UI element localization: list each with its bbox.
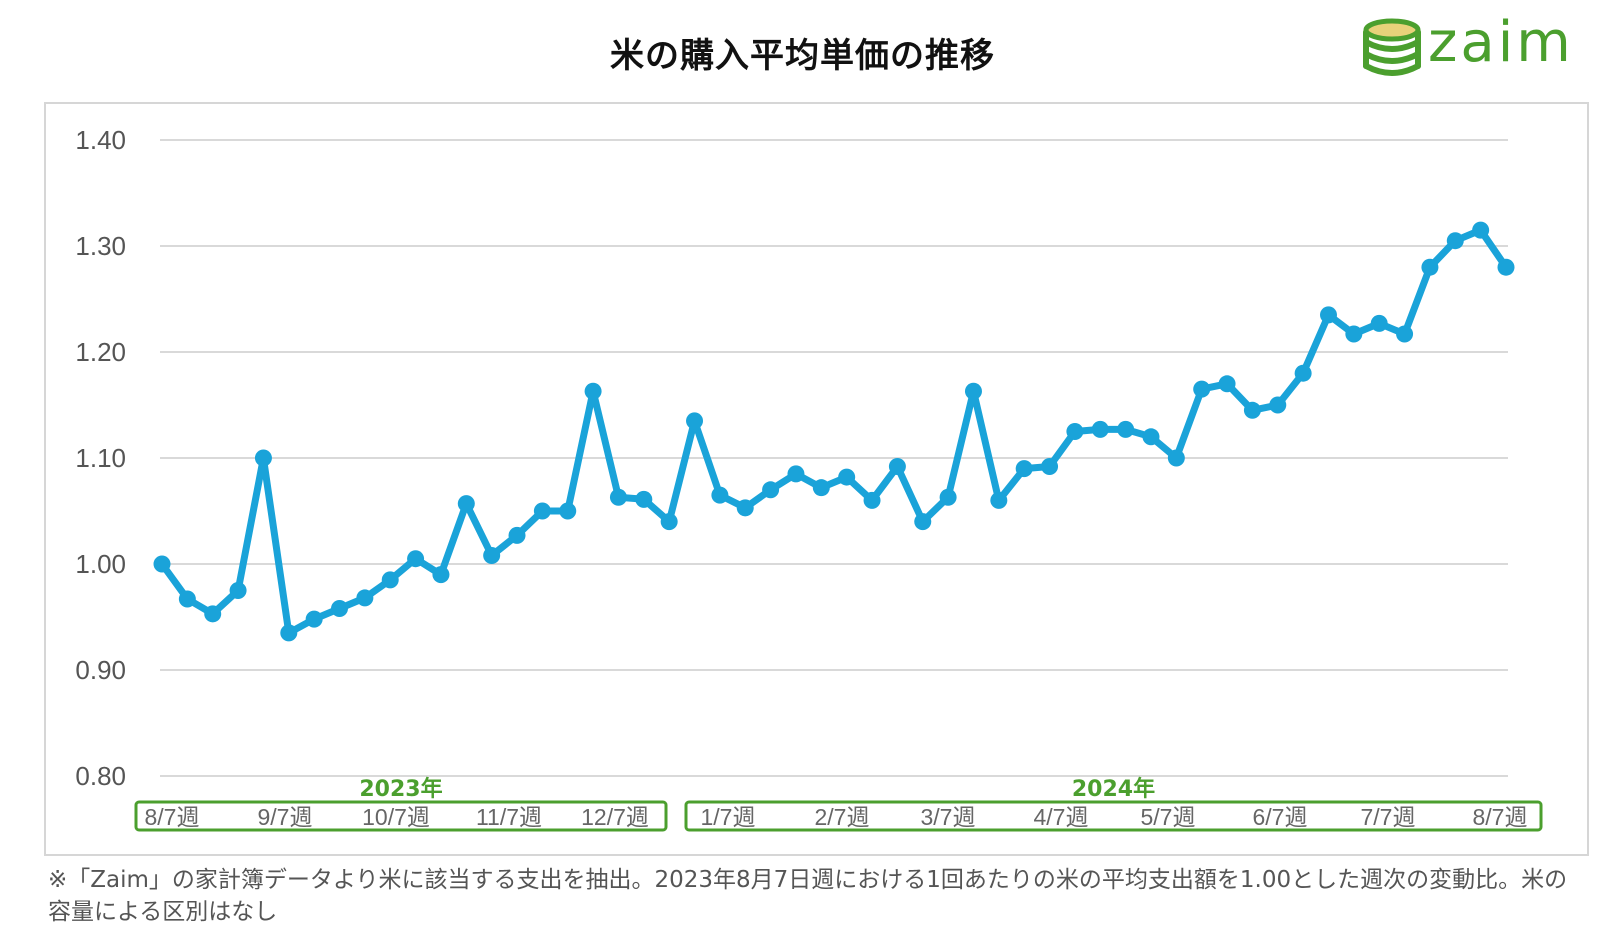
data-point — [356, 589, 374, 607]
data-point — [1041, 457, 1059, 475]
data-point — [939, 488, 957, 506]
data-point — [1015, 460, 1033, 478]
x-tick-label: 9/7週 — [258, 804, 313, 830]
data-point — [229, 582, 247, 599]
data-point — [990, 491, 1008, 509]
year-label: 2023年 — [359, 776, 442, 802]
data-point — [559, 502, 577, 520]
data-point — [305, 610, 323, 628]
data-point — [1446, 232, 1464, 250]
data-point — [660, 513, 678, 531]
data-point — [178, 590, 196, 608]
x-tick-label: 3/7週 — [921, 804, 976, 830]
data-point — [635, 490, 653, 508]
data-point — [153, 555, 171, 573]
chart-title: 米の購入平均単価の推移 — [610, 36, 995, 76]
data-point — [686, 412, 704, 430]
data-point — [964, 382, 982, 400]
data-point — [762, 481, 780, 499]
y-tick-label: 1.40 — [75, 125, 126, 155]
data-point — [1218, 375, 1236, 393]
data-point — [204, 605, 222, 623]
data-point — [584, 382, 602, 400]
data-point — [1243, 401, 1261, 419]
y-tick-label: 0.80 — [75, 761, 126, 791]
y-tick-label: 1.10 — [75, 443, 126, 473]
x-group-box — [134, 800, 668, 832]
data-point — [1117, 420, 1135, 438]
data-point — [254, 449, 272, 467]
data-point — [533, 502, 551, 520]
data-point — [1421, 258, 1439, 276]
coin-stack-icon — [1363, 18, 1421, 76]
data-point — [812, 479, 830, 497]
data-point — [838, 468, 856, 486]
data-point — [280, 624, 298, 642]
x-group-box — [684, 800, 1543, 832]
y-tick-label: 1.30 — [75, 231, 126, 261]
x-tick-label: 12/7週 — [581, 804, 649, 830]
data-point — [1066, 423, 1084, 440]
x-tick-label: 2/7週 — [815, 804, 870, 830]
x-tick-label: 1/7週 — [701, 804, 756, 830]
data-point — [1472, 221, 1490, 239]
y-tick-label: 1.00 — [75, 549, 126, 579]
data-point — [736, 499, 754, 517]
y-tick-label: 0.90 — [75, 655, 126, 685]
y-tick-label: 1.20 — [75, 337, 126, 367]
data-point — [381, 571, 399, 589]
data-point — [863, 491, 881, 509]
x-tick-label: 7/7週 — [1361, 804, 1416, 830]
data-point — [457, 495, 475, 513]
data-point — [508, 526, 526, 544]
data-point — [1396, 325, 1414, 343]
data-point — [888, 457, 906, 475]
x-tick-label: 8/7週 — [1473, 804, 1528, 830]
zaim-logo: zaim — [1362, 10, 1574, 84]
data-point — [1345, 325, 1363, 343]
x-tick-label: 5/7週 — [1141, 804, 1196, 830]
x-tick-label: 10/7週 — [362, 804, 430, 830]
data-point — [1167, 449, 1185, 467]
footnote: ※「Zaim」の家計簿データより米に該当する支出を抽出。2023年8月7日週にお… — [48, 867, 1568, 925]
data-point — [1269, 396, 1287, 414]
data-point — [1319, 306, 1337, 324]
x-tick-label: 4/7週 — [1034, 804, 1089, 830]
data-point — [1193, 380, 1211, 398]
series-line — [159, 226, 1509, 637]
x-tick-label: 11/7週 — [476, 804, 542, 830]
data-point — [432, 566, 450, 584]
data-point — [914, 513, 932, 531]
data-point — [1497, 258, 1515, 276]
data-point — [711, 486, 729, 504]
data-point — [407, 550, 425, 568]
x-tick-label: 6/7週 — [1253, 804, 1308, 830]
logo-text: zaim — [1428, 10, 1574, 75]
line-chart: 0.80 0.90 1.00 1.10 1.20 1.30 1.40 2023年 8/7週 9/7… — [75, 125, 1543, 832]
x-tick-label: 8/7週 — [145, 804, 200, 830]
data-point — [331, 600, 349, 618]
data-point — [609, 488, 627, 506]
data-point — [483, 547, 501, 565]
data-point — [787, 465, 805, 483]
year-label: 2024年 — [1072, 776, 1155, 802]
data-point — [1091, 420, 1109, 438]
data-point — [1142, 428, 1160, 446]
chart-frame: 0.80 0.90 1.00 1.10 1.20 1.30 1.40 2023年 8/7週 9/7… — [44, 102, 1589, 856]
data-point — [1294, 364, 1312, 382]
data-point — [1370, 314, 1388, 332]
